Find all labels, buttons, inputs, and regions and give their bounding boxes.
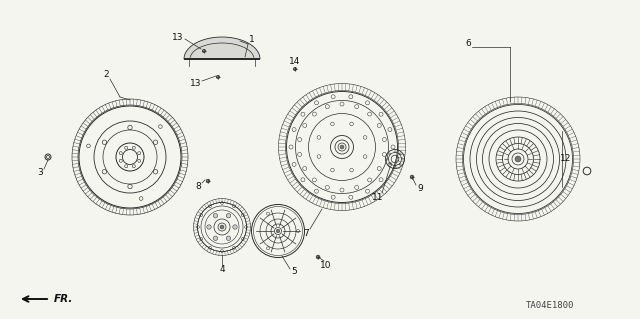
Text: 6: 6 [465, 40, 471, 48]
Text: 5: 5 [291, 268, 297, 277]
Circle shape [227, 213, 230, 218]
Circle shape [206, 179, 210, 183]
Text: FR.: FR. [54, 294, 74, 304]
Circle shape [233, 225, 237, 229]
Text: 13: 13 [190, 79, 202, 88]
Circle shape [220, 225, 224, 229]
Circle shape [213, 236, 218, 241]
Circle shape [410, 175, 414, 179]
Text: 10: 10 [320, 261, 332, 270]
Circle shape [316, 255, 320, 259]
Text: 4: 4 [219, 265, 225, 275]
Circle shape [340, 145, 344, 149]
Circle shape [213, 213, 218, 218]
Circle shape [293, 67, 296, 70]
Circle shape [202, 49, 205, 53]
Text: 14: 14 [289, 57, 301, 66]
Polygon shape [184, 37, 260, 59]
Circle shape [515, 156, 521, 162]
Circle shape [276, 229, 280, 233]
Text: 7: 7 [303, 228, 309, 238]
Circle shape [216, 75, 220, 78]
Text: 11: 11 [372, 192, 384, 202]
Text: 1: 1 [249, 34, 255, 43]
Text: 2: 2 [103, 70, 109, 79]
Text: 3: 3 [37, 168, 43, 177]
Text: 13: 13 [172, 33, 184, 41]
Text: 8: 8 [195, 182, 201, 191]
Text: 12: 12 [560, 154, 572, 164]
Text: TA04E1800: TA04E1800 [526, 300, 574, 309]
Circle shape [227, 236, 230, 241]
Text: 9: 9 [417, 184, 423, 194]
Circle shape [207, 225, 211, 229]
